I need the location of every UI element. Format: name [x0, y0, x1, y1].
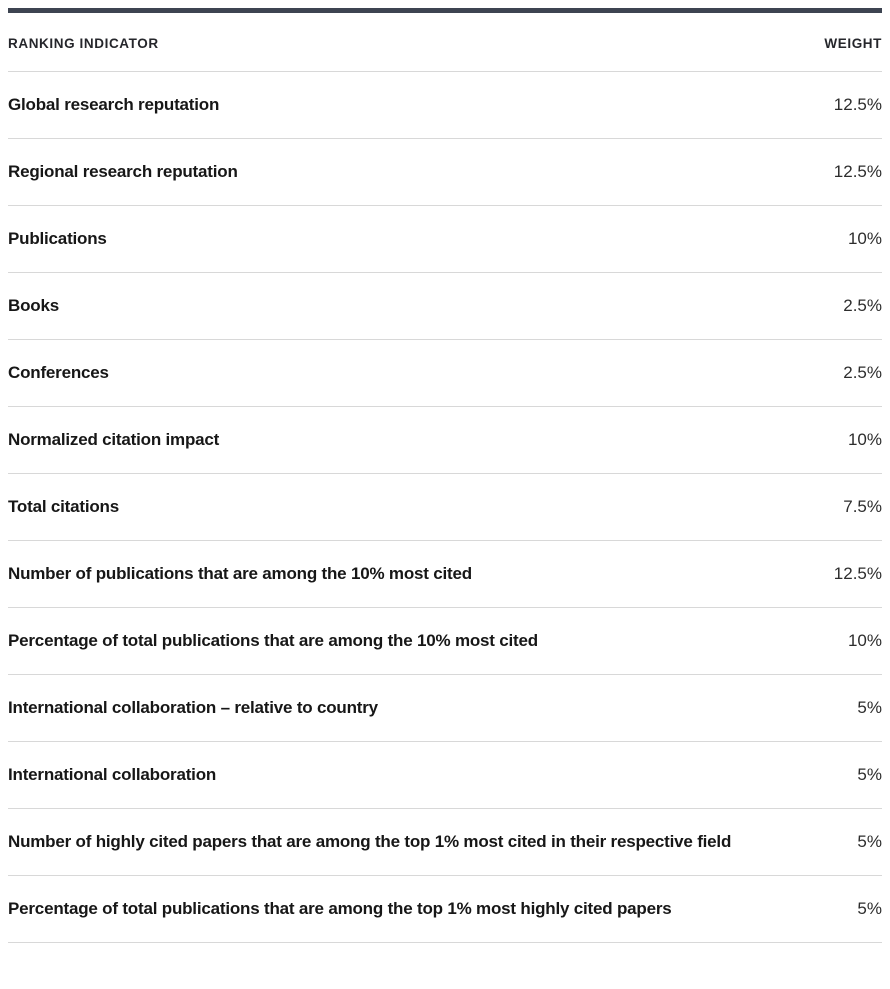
indicator-label: International collaboration	[8, 765, 217, 784]
indicator-label: Percentage of total publications that ar…	[8, 899, 672, 918]
weight-value: 10%	[847, 229, 882, 248]
indicator-label: Normalized citation impact	[8, 430, 220, 449]
table-row: Percentage of total publications that ar…	[8, 608, 882, 675]
table-row: Normalized citation impact 10%	[8, 407, 882, 474]
table-row: Global research reputation 12.5%	[8, 72, 882, 139]
weight-value: 5%	[857, 899, 882, 918]
indicator-label: International collaboration – relative t…	[8, 698, 378, 717]
table-row: Books 2.5%	[8, 273, 882, 340]
indicator-label: Total citations	[8, 497, 119, 516]
weight-value: 12.5%	[833, 95, 882, 114]
weight-value: 7.5%	[843, 497, 882, 516]
column-header-weight: WEIGHT	[824, 36, 882, 52]
indicator-label: Number of publications that are among th…	[8, 564, 472, 583]
top-accent-rule	[8, 8, 882, 13]
table-row: Number of highly cited papers that are a…	[8, 809, 882, 876]
table-header-row: RANKING INDICATOR WEIGHT	[8, 13, 882, 72]
table-row: Percentage of total publications that ar…	[8, 876, 882, 943]
weight-value: 10%	[847, 631, 882, 650]
table-row: Conferences 2.5%	[8, 340, 882, 407]
weight-value: 12.5%	[833, 564, 882, 583]
ranking-indicator-table: RANKING INDICATOR WEIGHT Global research…	[8, 13, 882, 943]
weight-value: 12.5%	[833, 162, 882, 181]
weight-value: 10%	[847, 430, 882, 449]
indicator-label: Books	[8, 296, 59, 315]
indicator-label: Regional research reputation	[8, 162, 238, 181]
column-header-ranking-indicator: RANKING INDICATOR	[8, 36, 159, 52]
table-row: Number of publications that are among th…	[8, 541, 882, 608]
table-row: Total citations 7.5%	[8, 474, 882, 541]
weight-value: 5%	[857, 698, 882, 717]
table-row: International collaboration 5%	[8, 742, 882, 809]
indicator-label: Conferences	[8, 363, 109, 382]
table-row: Regional research reputation 12.5%	[8, 139, 882, 206]
weight-value: 2.5%	[843, 296, 882, 315]
indicator-label: Global research reputation	[8, 95, 220, 114]
weight-value: 5%	[857, 832, 882, 851]
indicator-label: Publications	[8, 229, 107, 248]
indicator-label: Number of highly cited papers that are a…	[8, 832, 732, 851]
table-row: Publications 10%	[8, 206, 882, 273]
weight-value: 2.5%	[843, 363, 882, 382]
weight-value: 5%	[857, 765, 882, 784]
table-row: International collaboration – relative t…	[8, 675, 882, 742]
indicator-label: Percentage of total publications that ar…	[8, 631, 538, 650]
